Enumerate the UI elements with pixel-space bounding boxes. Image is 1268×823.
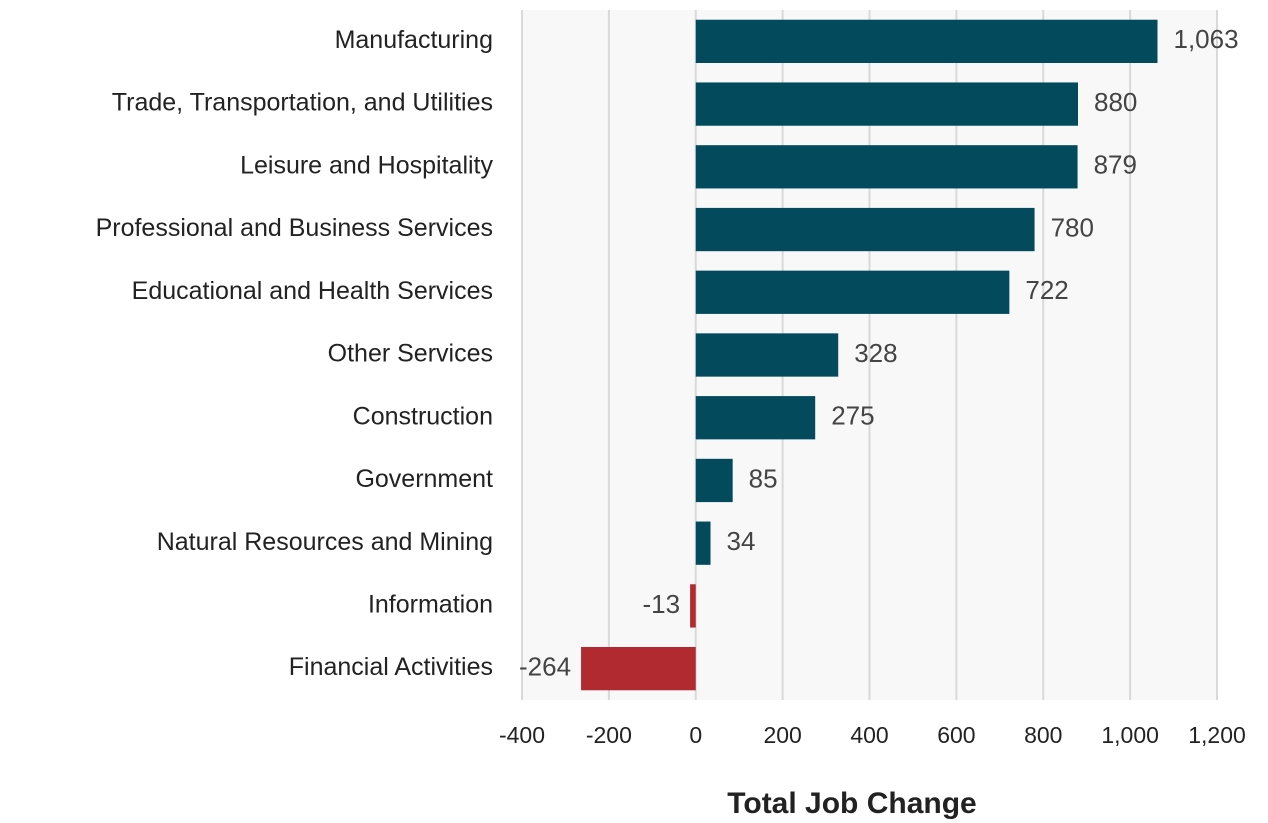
bar <box>581 646 696 691</box>
bar <box>695 270 1010 314</box>
category-label: Financial Activities <box>289 653 493 681</box>
value-label: 879 <box>1094 150 1137 180</box>
category-label: Educational and Health Services <box>132 277 493 305</box>
category-label: Trade, Transportation, and Utilities <box>112 89 493 117</box>
bar <box>695 82 1078 126</box>
value-label: 880 <box>1094 87 1137 117</box>
x-axis-title: Total Job Change <box>727 787 976 820</box>
bar <box>695 19 1158 64</box>
category-label: Government <box>355 465 493 493</box>
category-label: Construction <box>353 402 493 430</box>
bar <box>695 521 711 565</box>
category-label: Manufacturing <box>335 26 493 54</box>
value-label: -13 <box>643 589 681 619</box>
bar <box>695 207 1035 252</box>
x-tick-label: -400 <box>499 722 545 748</box>
value-label: 780 <box>1051 212 1094 242</box>
value-label: 722 <box>1025 275 1068 305</box>
category-label: Professional and Business Services <box>96 214 493 242</box>
value-label: 1,063 <box>1173 24 1238 54</box>
value-label: 85 <box>749 463 778 493</box>
category-label: Information <box>368 591 493 619</box>
bar <box>690 584 696 628</box>
x-tick-label: 1,200 <box>1188 722 1246 748</box>
value-label: -264 <box>519 652 571 682</box>
x-tick-label: 600 <box>937 722 975 748</box>
value-label: 328 <box>854 338 897 368</box>
category-label: Natural Resources and Mining <box>157 528 493 556</box>
x-tick-label: 1,000 <box>1101 722 1159 748</box>
value-label: 34 <box>727 526 756 556</box>
value-label: 275 <box>831 401 874 431</box>
x-tick-label: 200 <box>763 722 801 748</box>
bar <box>695 145 1078 189</box>
bar <box>695 458 733 503</box>
bar <box>695 396 816 440</box>
category-label: Other Services <box>328 340 493 368</box>
bar <box>695 333 839 377</box>
x-tick-label: 800 <box>1024 722 1062 748</box>
category-label: Leisure and Hospitality <box>240 151 493 179</box>
x-tick-label: -200 <box>586 722 632 748</box>
x-tick-label: 400 <box>850 722 888 748</box>
x-tick-label: 0 <box>689 722 702 748</box>
